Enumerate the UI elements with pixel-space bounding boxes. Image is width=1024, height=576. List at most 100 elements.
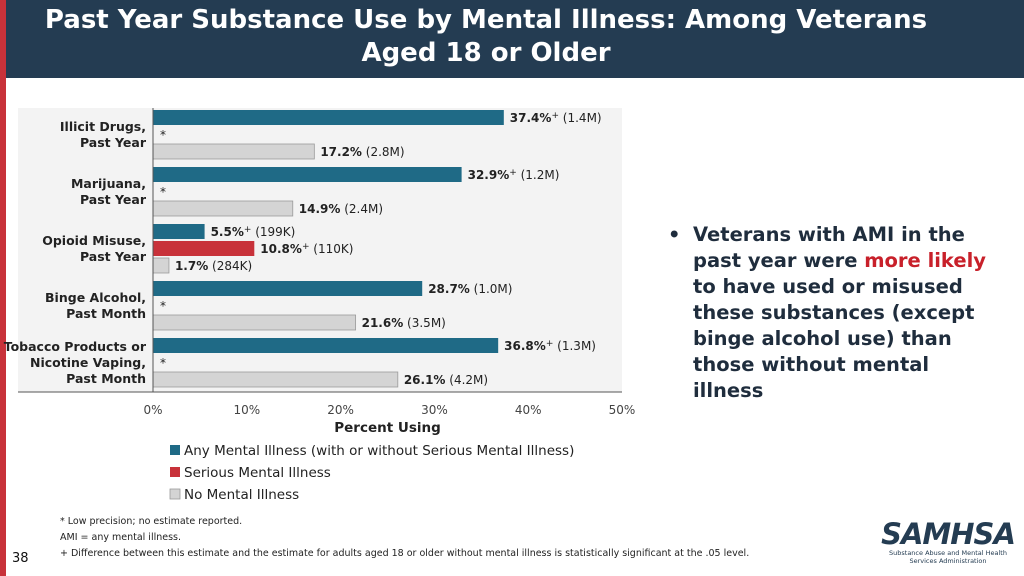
category-label-line: Past Month	[66, 371, 146, 386]
low-precision-star: *	[160, 185, 166, 199]
low-precision-star: *	[160, 299, 166, 313]
bar-ami	[153, 167, 462, 182]
low-precision-star: *	[160, 128, 166, 142]
category-label: Opioid Misuse, Past Year	[42, 233, 147, 264]
data-label-count: (199K)	[251, 225, 295, 239]
left-accent-bar	[0, 0, 6, 576]
bar-smi	[153, 241, 255, 256]
significance-marker: +	[551, 111, 559, 121]
category-label-line: Past Year	[80, 192, 147, 207]
bar-ami	[153, 224, 205, 239]
bar-ami	[153, 338, 499, 353]
bar-ami	[153, 281, 423, 296]
bullet-marker: •	[668, 223, 681, 246]
data-label-value: 1.7%	[175, 259, 208, 273]
x-tick-label: 30%	[421, 403, 448, 417]
category-label: Illicit Drugs, Past Year	[60, 119, 147, 150]
x-tick-label: 10%	[233, 403, 260, 417]
data-label-count: (1.0M)	[470, 282, 513, 296]
category-label-line: Opioid Misuse,	[42, 233, 146, 248]
data-label-value: 37.4%	[510, 111, 552, 125]
data-label-count: (1.4M)	[559, 111, 602, 125]
legend-label: No Mental Illness	[184, 487, 299, 503]
x-tick-label: 0%	[143, 403, 162, 417]
bullet-text-start: Veterans with AMI in the past year were	[693, 223, 965, 272]
x-tick-label: 40%	[515, 403, 542, 417]
significance-marker: +	[302, 242, 310, 252]
legend-swatch-none	[169, 488, 181, 500]
data-label: 17.2% (2.8M)	[320, 145, 404, 159]
category-label-line: Past Year	[80, 249, 147, 264]
legend-label: Any Mental Illness (with or without Seri…	[184, 443, 574, 459]
data-label-value: 5.5%	[211, 225, 244, 239]
samhsa-logo: SAMHSA Substance Abuse and Mental Health…	[878, 519, 1018, 565]
low-precision-star: *	[160, 356, 166, 370]
category-label-line: Past Year	[80, 135, 147, 150]
category-label-line: Marijuana,	[71, 176, 146, 191]
logo-subtitle-line-2: Services Administration	[909, 557, 987, 565]
category-label-line: Nicotine Vaping,	[30, 355, 146, 370]
data-label-count: (2.4M)	[340, 202, 383, 216]
data-label-value: 14.9%	[299, 202, 341, 216]
legend-swatch-ami	[170, 445, 180, 455]
page-number: 38	[12, 551, 29, 566]
significance-marker: +	[244, 225, 252, 235]
data-label-count: (2.8M)	[362, 145, 405, 159]
footnote-significance: + Difference between this estimate and t…	[60, 548, 750, 559]
data-label: 36.8%+ (1.3M)	[504, 339, 596, 353]
category-label-line: Past Month	[66, 306, 146, 321]
category-label-line: Binge Alcohol,	[45, 290, 146, 305]
data-label-value: 26.1%	[404, 373, 446, 387]
data-label-count: (1.3M)	[553, 339, 596, 353]
slide-title: Past Year Substance Use by Mental Illnes…	[44, 5, 928, 68]
data-label: 37.4%+ (1.4M)	[510, 111, 602, 125]
footnote-low-precision: * Low precision; no estimate reported.	[60, 516, 243, 527]
data-label: 21.6% (3.5M)	[362, 316, 446, 330]
significance-marker: +	[509, 168, 517, 178]
title-bar	[6, 0, 1024, 78]
category-label: Tobacco Products or Nicotine Vaping, Past …	[4, 339, 147, 386]
logo-wordmark: SAMHSA	[881, 517, 1016, 551]
data-label: 14.9% (2.4M)	[299, 202, 383, 216]
bullet-text-end: to have used or misused these substances…	[693, 275, 975, 402]
bar-none	[152, 371, 399, 388]
legend-swatch-smi	[170, 467, 180, 477]
category-label-line: Tobacco Products or	[4, 339, 147, 354]
category-label: Marijuana, Past Year	[71, 176, 147, 207]
data-label-count: (1.2M)	[517, 168, 560, 182]
legend-label: Serious Mental Illness	[184, 465, 331, 481]
x-tick-label: 50%	[609, 403, 636, 417]
footnotes: * Low precision; no estimate reported. A…	[60, 514, 749, 562]
x-axis-label: Percent Using	[334, 420, 441, 436]
footnote-ami-definition: AMI = any mental illness.	[60, 532, 182, 543]
bar-none	[152, 143, 315, 160]
bullet-text: Veterans with AMI in the past year were …	[693, 222, 998, 404]
bar-ami	[153, 110, 504, 125]
category-label-line: Illicit Drugs,	[60, 119, 146, 134]
data-label-value: 10.8%	[260, 242, 302, 256]
data-label-value: 36.8%	[504, 339, 546, 353]
data-label: 10.8%+ (110K)	[260, 242, 353, 256]
data-label: 28.7% (1.0M)	[428, 282, 512, 296]
bullet-highlight: more likely	[864, 249, 986, 272]
data-label: 1.7% (284K)	[175, 259, 252, 273]
data-label-value: 28.7%	[428, 282, 470, 296]
data-label: 32.9%+ (1.2M)	[468, 168, 560, 182]
data-label: 26.1% (4.2M)	[404, 373, 488, 387]
logo-subtitle-line-1: Substance Abuse and Mental Health	[889, 549, 1007, 557]
data-label-count: (284K)	[208, 259, 252, 273]
data-label-count: (4.2M)	[445, 373, 488, 387]
significance-marker: +	[546, 339, 554, 349]
data-label-value: 17.2%	[320, 145, 362, 159]
x-tick-label: 20%	[327, 403, 354, 417]
bar-none	[152, 257, 170, 274]
key-finding-bullet: • Veterans with AMI in the past year wer…	[668, 222, 998, 404]
data-label-value: 21.6%	[362, 316, 404, 330]
bar-none	[152, 314, 357, 331]
category-label: Binge Alcohol, Past Month	[45, 290, 146, 321]
data-label-count: (3.5M)	[403, 316, 446, 330]
bar-none	[152, 200, 294, 217]
data-label: 5.5%+ (199K)	[211, 225, 296, 239]
data-label-count: (110K)	[309, 242, 353, 256]
